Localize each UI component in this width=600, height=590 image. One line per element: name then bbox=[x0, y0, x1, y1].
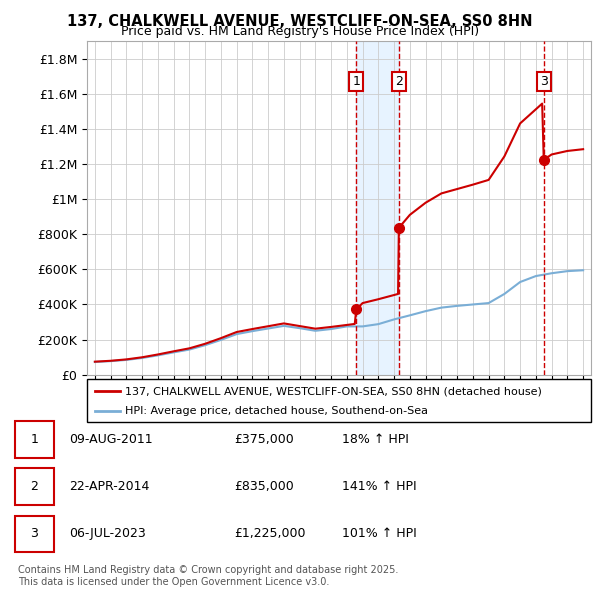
Text: 22-APR-2014: 22-APR-2014 bbox=[69, 480, 149, 493]
Text: 1: 1 bbox=[31, 433, 38, 446]
Text: £375,000: £375,000 bbox=[234, 433, 294, 446]
Text: 2: 2 bbox=[31, 480, 38, 493]
Text: 3: 3 bbox=[540, 75, 548, 88]
Text: £1,225,000: £1,225,000 bbox=[234, 527, 305, 540]
Text: 1: 1 bbox=[352, 75, 360, 88]
Text: 137, CHALKWELL AVENUE, WESTCLIFF-ON-SEA, SS0 8HN: 137, CHALKWELL AVENUE, WESTCLIFF-ON-SEA,… bbox=[67, 14, 533, 28]
Text: 09-AUG-2011: 09-AUG-2011 bbox=[69, 433, 152, 446]
Text: 3: 3 bbox=[31, 527, 38, 540]
Bar bbox=[356, 41, 399, 375]
Text: £835,000: £835,000 bbox=[234, 480, 294, 493]
Text: 137, CHALKWELL AVENUE, WESTCLIFF-ON-SEA, SS0 8HN (detached house): 137, CHALKWELL AVENUE, WESTCLIFF-ON-SEA,… bbox=[125, 386, 542, 396]
Text: 2: 2 bbox=[395, 75, 403, 88]
Text: 141% ↑ HPI: 141% ↑ HPI bbox=[342, 480, 416, 493]
Text: Contains HM Land Registry data © Crown copyright and database right 2025.
This d: Contains HM Land Registry data © Crown c… bbox=[18, 565, 398, 587]
Text: 101% ↑ HPI: 101% ↑ HPI bbox=[342, 527, 417, 540]
Text: 06-JUL-2023: 06-JUL-2023 bbox=[69, 527, 146, 540]
Text: 18% ↑ HPI: 18% ↑ HPI bbox=[342, 433, 409, 446]
Text: HPI: Average price, detached house, Southend-on-Sea: HPI: Average price, detached house, Sout… bbox=[125, 407, 428, 416]
Text: Price paid vs. HM Land Registry's House Price Index (HPI): Price paid vs. HM Land Registry's House … bbox=[121, 25, 479, 38]
